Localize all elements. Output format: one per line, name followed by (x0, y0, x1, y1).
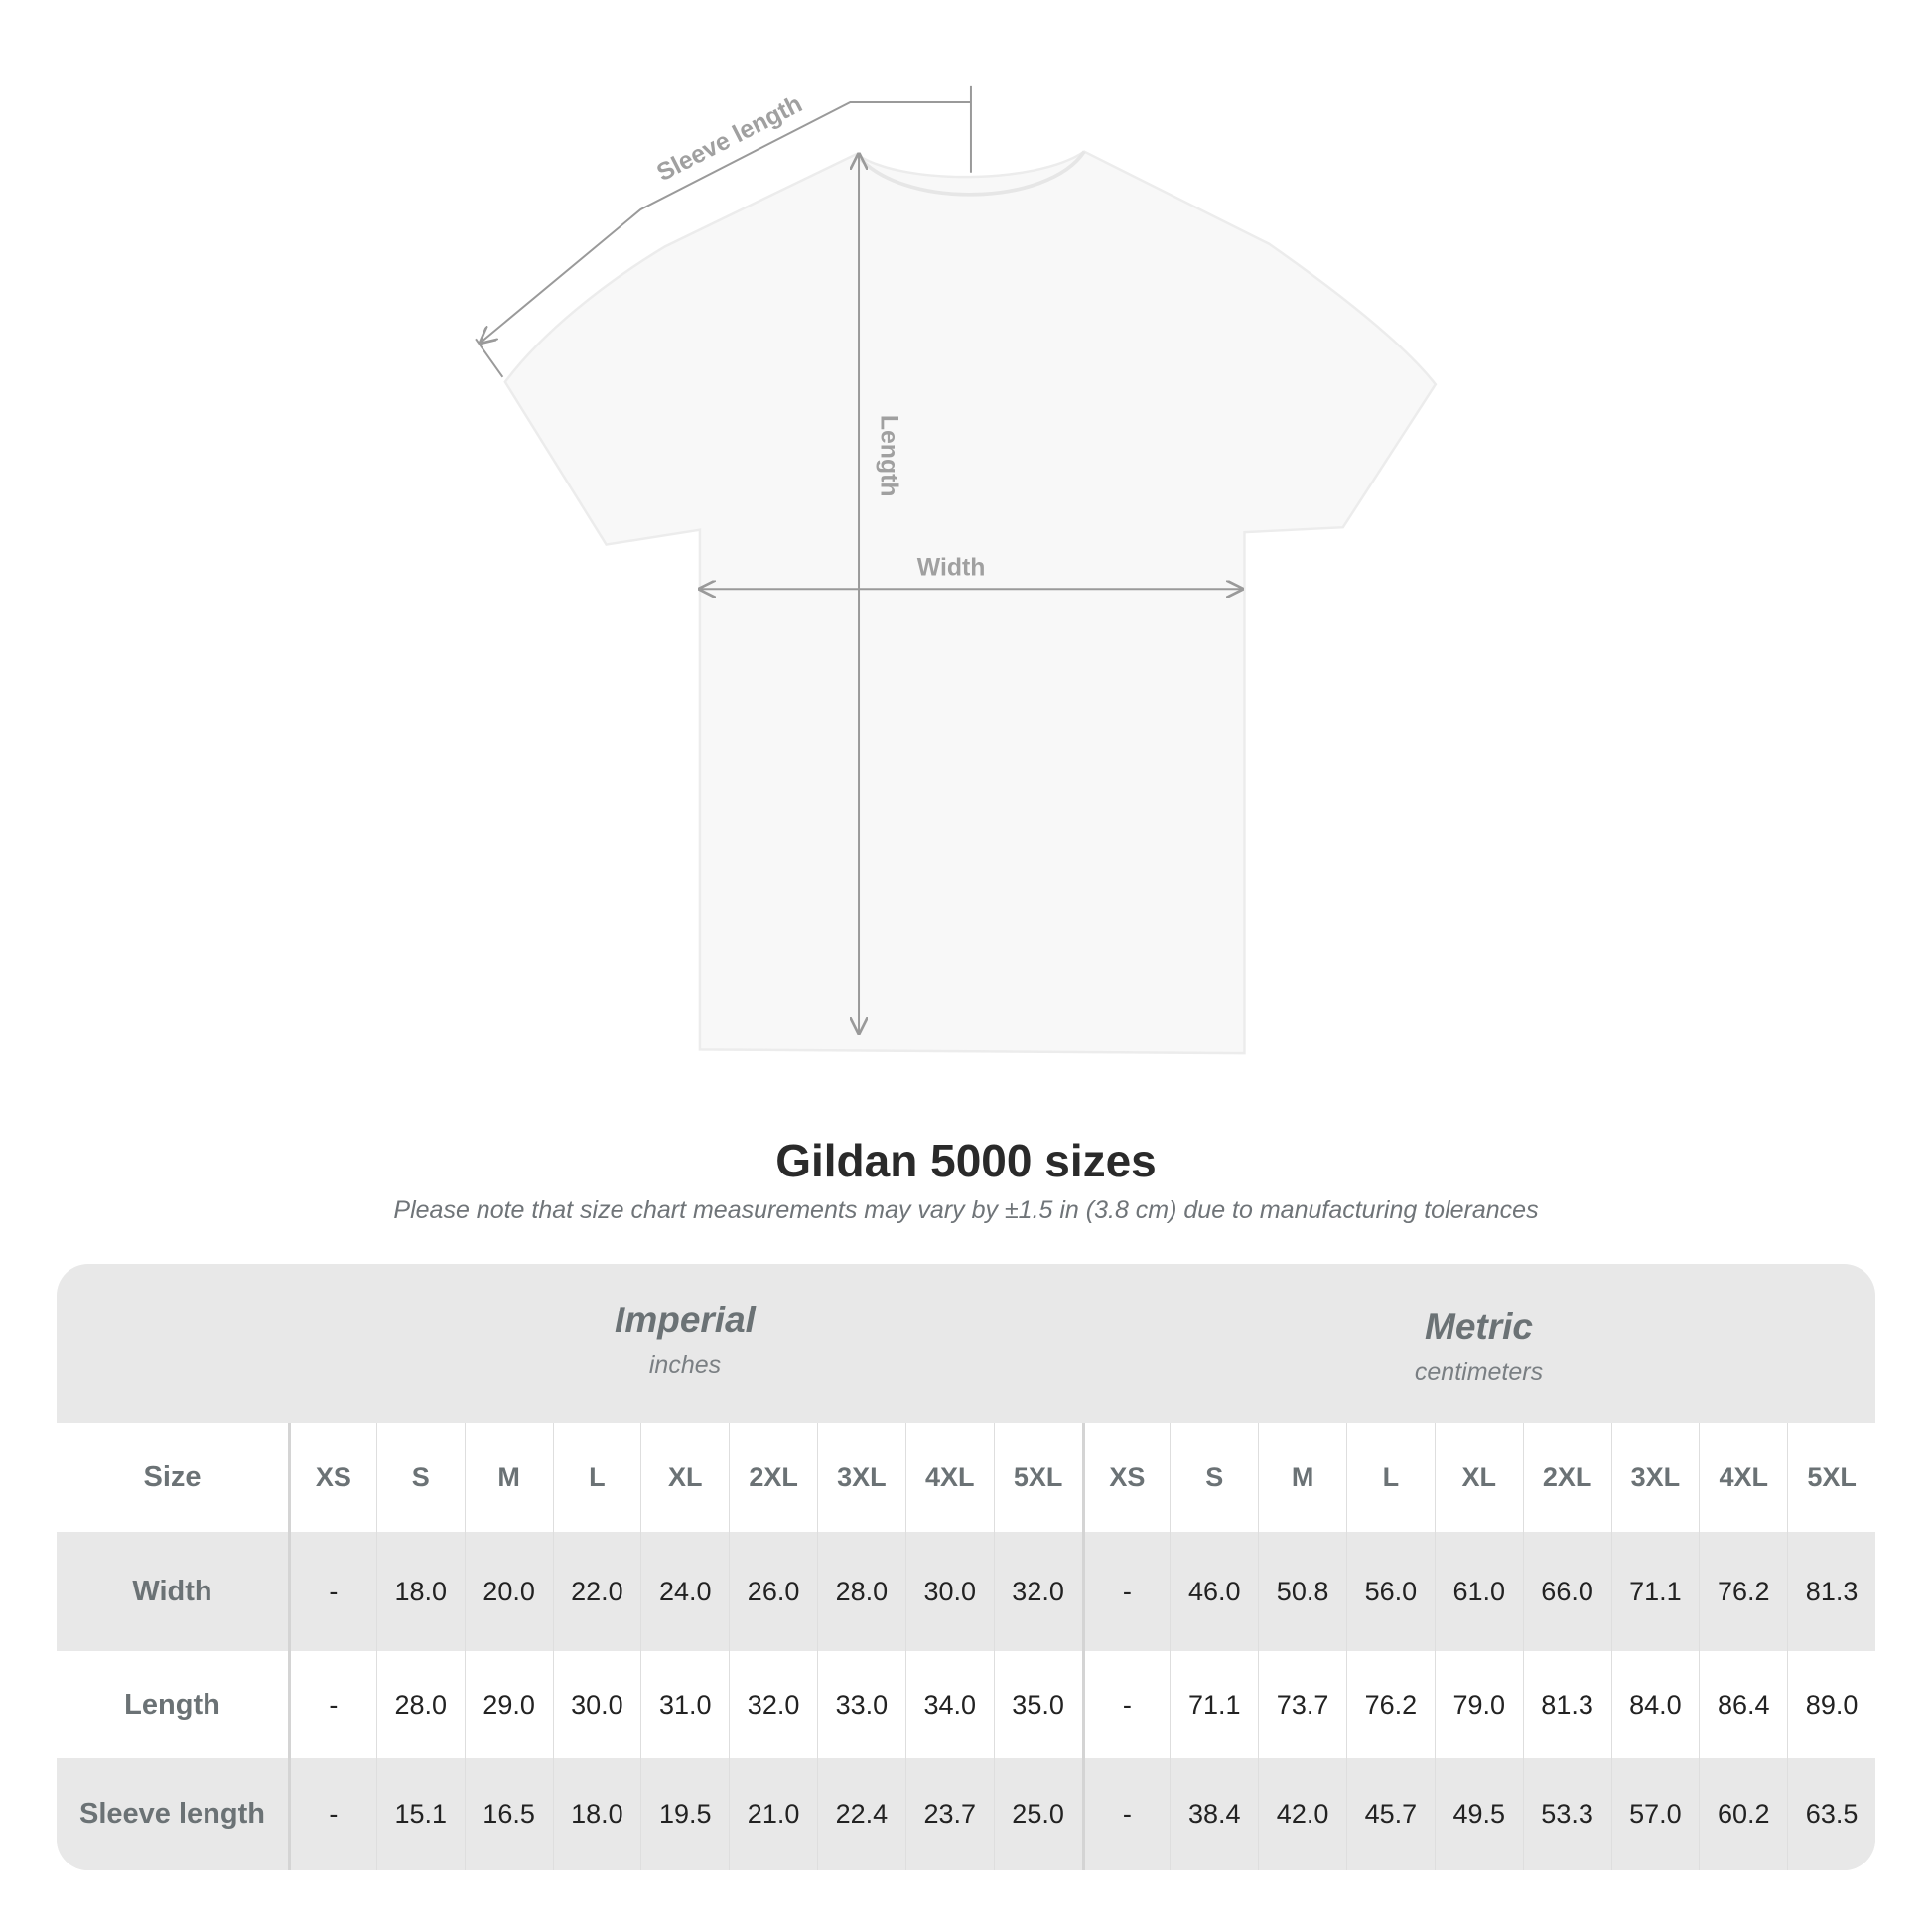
imperial-size-2xl: 2XL (729, 1423, 817, 1532)
imperial-size-4xl: 4XL (904, 1423, 994, 1532)
metric-value: 81.3 (1522, 1651, 1611, 1758)
imperial-value: 31.0 (640, 1651, 730, 1758)
metric-value: 61.0 (1434, 1532, 1523, 1651)
tshirt-shape (503, 150, 1438, 1055)
metric-value: 66.0 (1522, 1532, 1611, 1651)
metric-value: 56.0 (1346, 1532, 1435, 1651)
size-table: Imperial inches Metric centimeters Size X… (57, 1264, 1875, 1870)
metric-size-s: S (1170, 1423, 1259, 1532)
length-label: Length (875, 415, 901, 497)
metric-size-xl: XL (1434, 1423, 1523, 1532)
collar (855, 150, 1086, 197)
metric-value: 71.1 (1170, 1651, 1259, 1758)
imperial-value: 18.0 (375, 1532, 465, 1651)
metric-value: 79.0 (1434, 1651, 1523, 1758)
imperial-value: 20.0 (464, 1532, 553, 1651)
metric-value: 57.0 (1610, 1758, 1700, 1870)
imperial-value: 33.0 (817, 1651, 905, 1758)
imperial-value: - (288, 1758, 376, 1870)
row-label-length: Length (57, 1651, 288, 1758)
metric-value: 73.7 (1258, 1651, 1346, 1758)
imperial-value: 30.0 (552, 1651, 641, 1758)
imperial-unit: inches (648, 1351, 722, 1379)
size-header: Size (57, 1423, 288, 1532)
metric-value: - (1081, 1651, 1171, 1758)
metric-unit: centimeters (1414, 1358, 1544, 1386)
imperial-value: 22.4 (817, 1758, 905, 1870)
metric-size-3xl: 3XL (1610, 1423, 1700, 1532)
imperial-value: 22.0 (552, 1532, 641, 1651)
metric-value: 38.4 (1170, 1758, 1259, 1870)
metric-value: 86.4 (1699, 1651, 1788, 1758)
imperial-value: 15.1 (375, 1758, 465, 1870)
metric-value: - (1081, 1758, 1171, 1870)
metric-value: 53.3 (1522, 1758, 1611, 1870)
imperial-size-l: L (552, 1423, 641, 1532)
imperial-value: 29.0 (464, 1651, 553, 1758)
imperial-value: 28.0 (817, 1532, 905, 1651)
imperial-value: 26.0 (729, 1532, 817, 1651)
row-label-width: Width (57, 1532, 288, 1651)
metric-size-xs: XS (1081, 1423, 1171, 1532)
imperial-size-xl: XL (640, 1423, 730, 1532)
row-label-sleeve-length: Sleeve length (57, 1758, 288, 1870)
imperial-value: 24.0 (640, 1532, 730, 1651)
metric-size-m: M (1258, 1423, 1346, 1532)
metric-value: 49.5 (1434, 1758, 1523, 1870)
metric-value: 84.0 (1610, 1651, 1700, 1758)
imperial-value: - (288, 1651, 376, 1758)
metric-value: 81.3 (1787, 1532, 1875, 1651)
tolerance-note: Please note that size chart measurements… (393, 1196, 1539, 1224)
imperial-value: 23.7 (904, 1758, 994, 1870)
imperial-size-m: M (464, 1423, 553, 1532)
size-grid: Size XS S M L XL 2XL 3XL 4XL 5XL XS S M L XL 2XL 3XL 4XL 5… (57, 1423, 1875, 1870)
metric-size-4xl: 4XL (1699, 1423, 1788, 1532)
imperial-value: 19.5 (640, 1758, 730, 1870)
imperial-value: 28.0 (375, 1651, 465, 1758)
imperial-size-3xl: 3XL (817, 1423, 905, 1532)
metric-size-l: L (1346, 1423, 1435, 1532)
page-title: Gildan 5000 sizes (775, 1135, 1157, 1186)
metric-value: 42.0 (1258, 1758, 1346, 1870)
metric-value: 46.0 (1170, 1532, 1259, 1651)
imperial-size-s: S (375, 1423, 465, 1532)
imperial-value: 16.5 (464, 1758, 553, 1870)
imperial-size-xs: XS (288, 1423, 376, 1532)
metric-value: 76.2 (1346, 1651, 1435, 1758)
sleeve-length-label: Sleeve length (653, 90, 807, 187)
imperial-header: Imperial inches (288, 1264, 1082, 1458)
metric-value: 50.8 (1258, 1532, 1346, 1651)
width-label: Width (917, 555, 986, 582)
imperial-value: 32.0 (729, 1651, 817, 1758)
imperial-value: 34.0 (904, 1651, 994, 1758)
sleeve-length-guide (475, 85, 972, 378)
metric-value: 76.2 (1699, 1532, 1788, 1651)
imperial-value: 18.0 (552, 1758, 641, 1870)
imperial-value: - (288, 1532, 376, 1651)
imperial-title: Imperial (615, 1300, 756, 1340)
imperial-value: 32.0 (993, 1532, 1082, 1651)
metric-size-2xl: 2XL (1522, 1423, 1611, 1532)
metric-value: 63.5 (1787, 1758, 1875, 1870)
imperial-value: 35.0 (993, 1651, 1082, 1758)
metric-value: 89.0 (1787, 1651, 1875, 1758)
metric-value: 71.1 (1610, 1532, 1700, 1651)
metric-size-5xl: 5XL (1787, 1423, 1875, 1532)
metric-value: 60.2 (1699, 1758, 1788, 1870)
imperial-value: 30.0 (904, 1532, 994, 1651)
metric-value: 45.7 (1346, 1758, 1435, 1870)
imperial-value: 25.0 (993, 1758, 1082, 1870)
metric-value: - (1081, 1532, 1171, 1651)
metric-title: Metric (1425, 1307, 1533, 1347)
imperial-size-5xl: 5XL (993, 1423, 1082, 1532)
imperial-value: 21.0 (729, 1758, 817, 1870)
metric-header: Metric centimeters (1082, 1264, 1875, 1465)
